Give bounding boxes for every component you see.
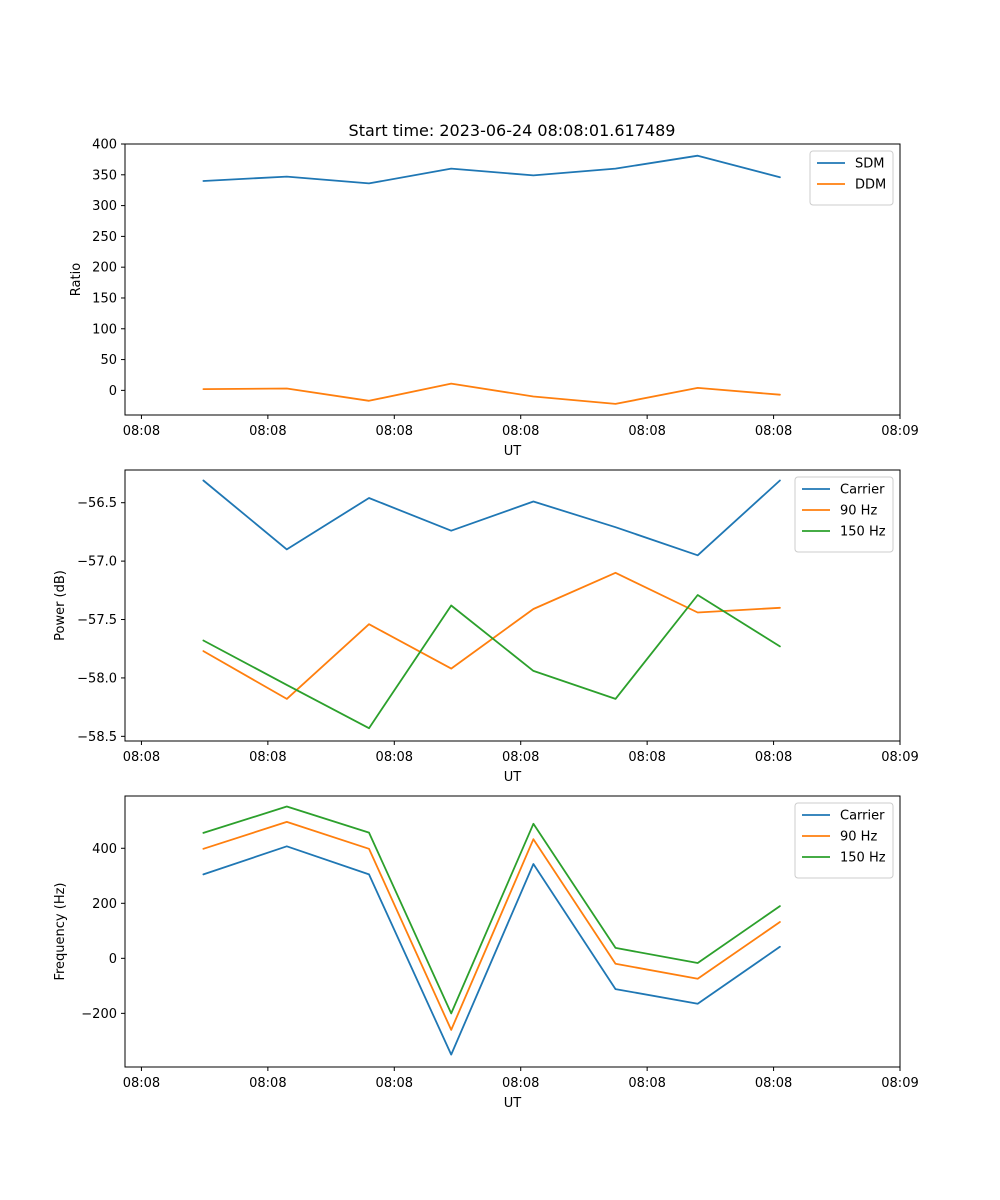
y-tick-label-1-3: 100 [92,322,117,337]
series-line-1-1 [202,154,781,185]
series-line-2-3 [202,594,781,730]
y-tick-label-2-5: −56.5 [77,496,117,511]
y-tick-label-2-2: −58.0 [77,671,117,686]
legend-label-3-2: 90 Hz [840,830,877,845]
x-tick-label-2-3: 08:08 [376,750,413,765]
x-tick-label-3-6: 08:08 [755,1076,792,1091]
x-tick-label-2-7: 08:09 [881,750,918,765]
axes-frame-1 [124,143,901,416]
chart-title: Start time: 2023-06-24 08:08:01.617489 [349,121,676,140]
series-line-1-2 [202,382,781,405]
x-tick-label-1-1: 08:08 [123,424,160,439]
legend-label-1-2: DDM [855,178,886,193]
y-axis-label-3: Frequency (Hz) [53,882,68,980]
x-tick-label-1-4: 08:08 [502,424,539,439]
x-axis-label-2: UT [504,770,522,785]
x-axis-label-3: UT [504,1096,522,1111]
legend-label-2-1: Carrier [840,483,885,498]
x-tick-label-2-4: 08:08 [502,750,539,765]
legend-label-2-2: 90 Hz [840,504,877,519]
y-axis-label-2: Power (dB) [53,570,68,641]
y-tick-label-3-2: 0 [109,952,117,967]
x-tick-label-3-2: 08:08 [249,1076,286,1091]
axes-panel-1: 08:08 08:08 08:08 08:08 08:08 08:08 08:09 0 50 10… [69,138,919,460]
y-tick-label-1-9: 400 [92,138,117,153]
y-axis-label-1: Ratio [69,263,84,296]
series-line-3-3 [202,805,781,1015]
x-axis-label-1: UT [504,444,522,459]
y-tick-label-3-3: 200 [92,897,117,912]
y-tick-label-1-5: 200 [92,261,117,276]
x-tick-label-1-3: 08:08 [376,424,413,439]
x-tick-label-2-5: 08:08 [628,750,665,765]
series-line-2-1 [202,479,781,557]
y-tick-label-2-3: −57.5 [77,613,117,628]
x-tick-label-1-6: 08:08 [755,424,792,439]
y-tick-label-3-4: 400 [92,842,117,857]
axes-frame-2 [124,469,901,742]
legend-label-2-3: 150 Hz [840,525,886,540]
legend-label-3-3: 150 Hz [840,851,886,866]
x-tick-label-1-2: 08:08 [249,424,286,439]
legend-box-2 [794,476,894,553]
y-tick-label-1-1: 0 [109,384,117,399]
x-tick-label-1-7: 08:09 [881,424,918,439]
y-tick-label-2-1: −58.5 [77,730,117,745]
y-tick-label-1-8: 350 [92,168,117,183]
x-tick-label-3-5: 08:08 [628,1076,665,1091]
legend-3: Carrier 90 Hz 150 Hz [794,802,894,879]
y-tick-label-1-6: 250 [92,230,117,245]
x-tick-label-3-7: 08:09 [881,1076,918,1091]
x-tick-label-3-3: 08:08 [376,1076,413,1091]
x-tick-label-3-1: 08:08 [123,1076,160,1091]
x-tick-label-3-4: 08:08 [502,1076,539,1091]
x-tick-label-2-6: 08:08 [755,750,792,765]
series-line-3-2 [202,821,781,1031]
legend-box-3 [794,802,894,879]
x-tick-label-2-2: 08:08 [249,750,286,765]
y-tick-label-3-1: −200 [81,1007,117,1022]
y-tick-label-2-4: −57.0 [77,555,117,570]
legend-2: Carrier 90 Hz 150 Hz [794,476,894,553]
y-tick-label-1-2: 50 [100,353,117,368]
axes-frame-3 [124,795,901,1068]
legend-label-1-1: SDM [855,157,884,172]
legend-label-3-1: Carrier [840,809,885,824]
legend-box-1 [809,150,894,206]
axes-panel-2: 08:08 08:08 08:08 08:08 08:08 08:08 08:09 −58.5… [53,469,919,785]
x-tick-label-1-5: 08:08 [628,424,665,439]
y-tick-label-1-7: 300 [92,199,117,214]
axes-panel-3: 08:08 08:08 08:08 08:08 08:08 08:08 08:09 −200 0… [53,795,919,1111]
x-tick-label-2-1: 08:08 [123,750,160,765]
y-tick-label-1-4: 150 [92,291,117,306]
legend-1: SDM DDM [809,150,894,206]
series-line-3-1 [202,845,781,1056]
